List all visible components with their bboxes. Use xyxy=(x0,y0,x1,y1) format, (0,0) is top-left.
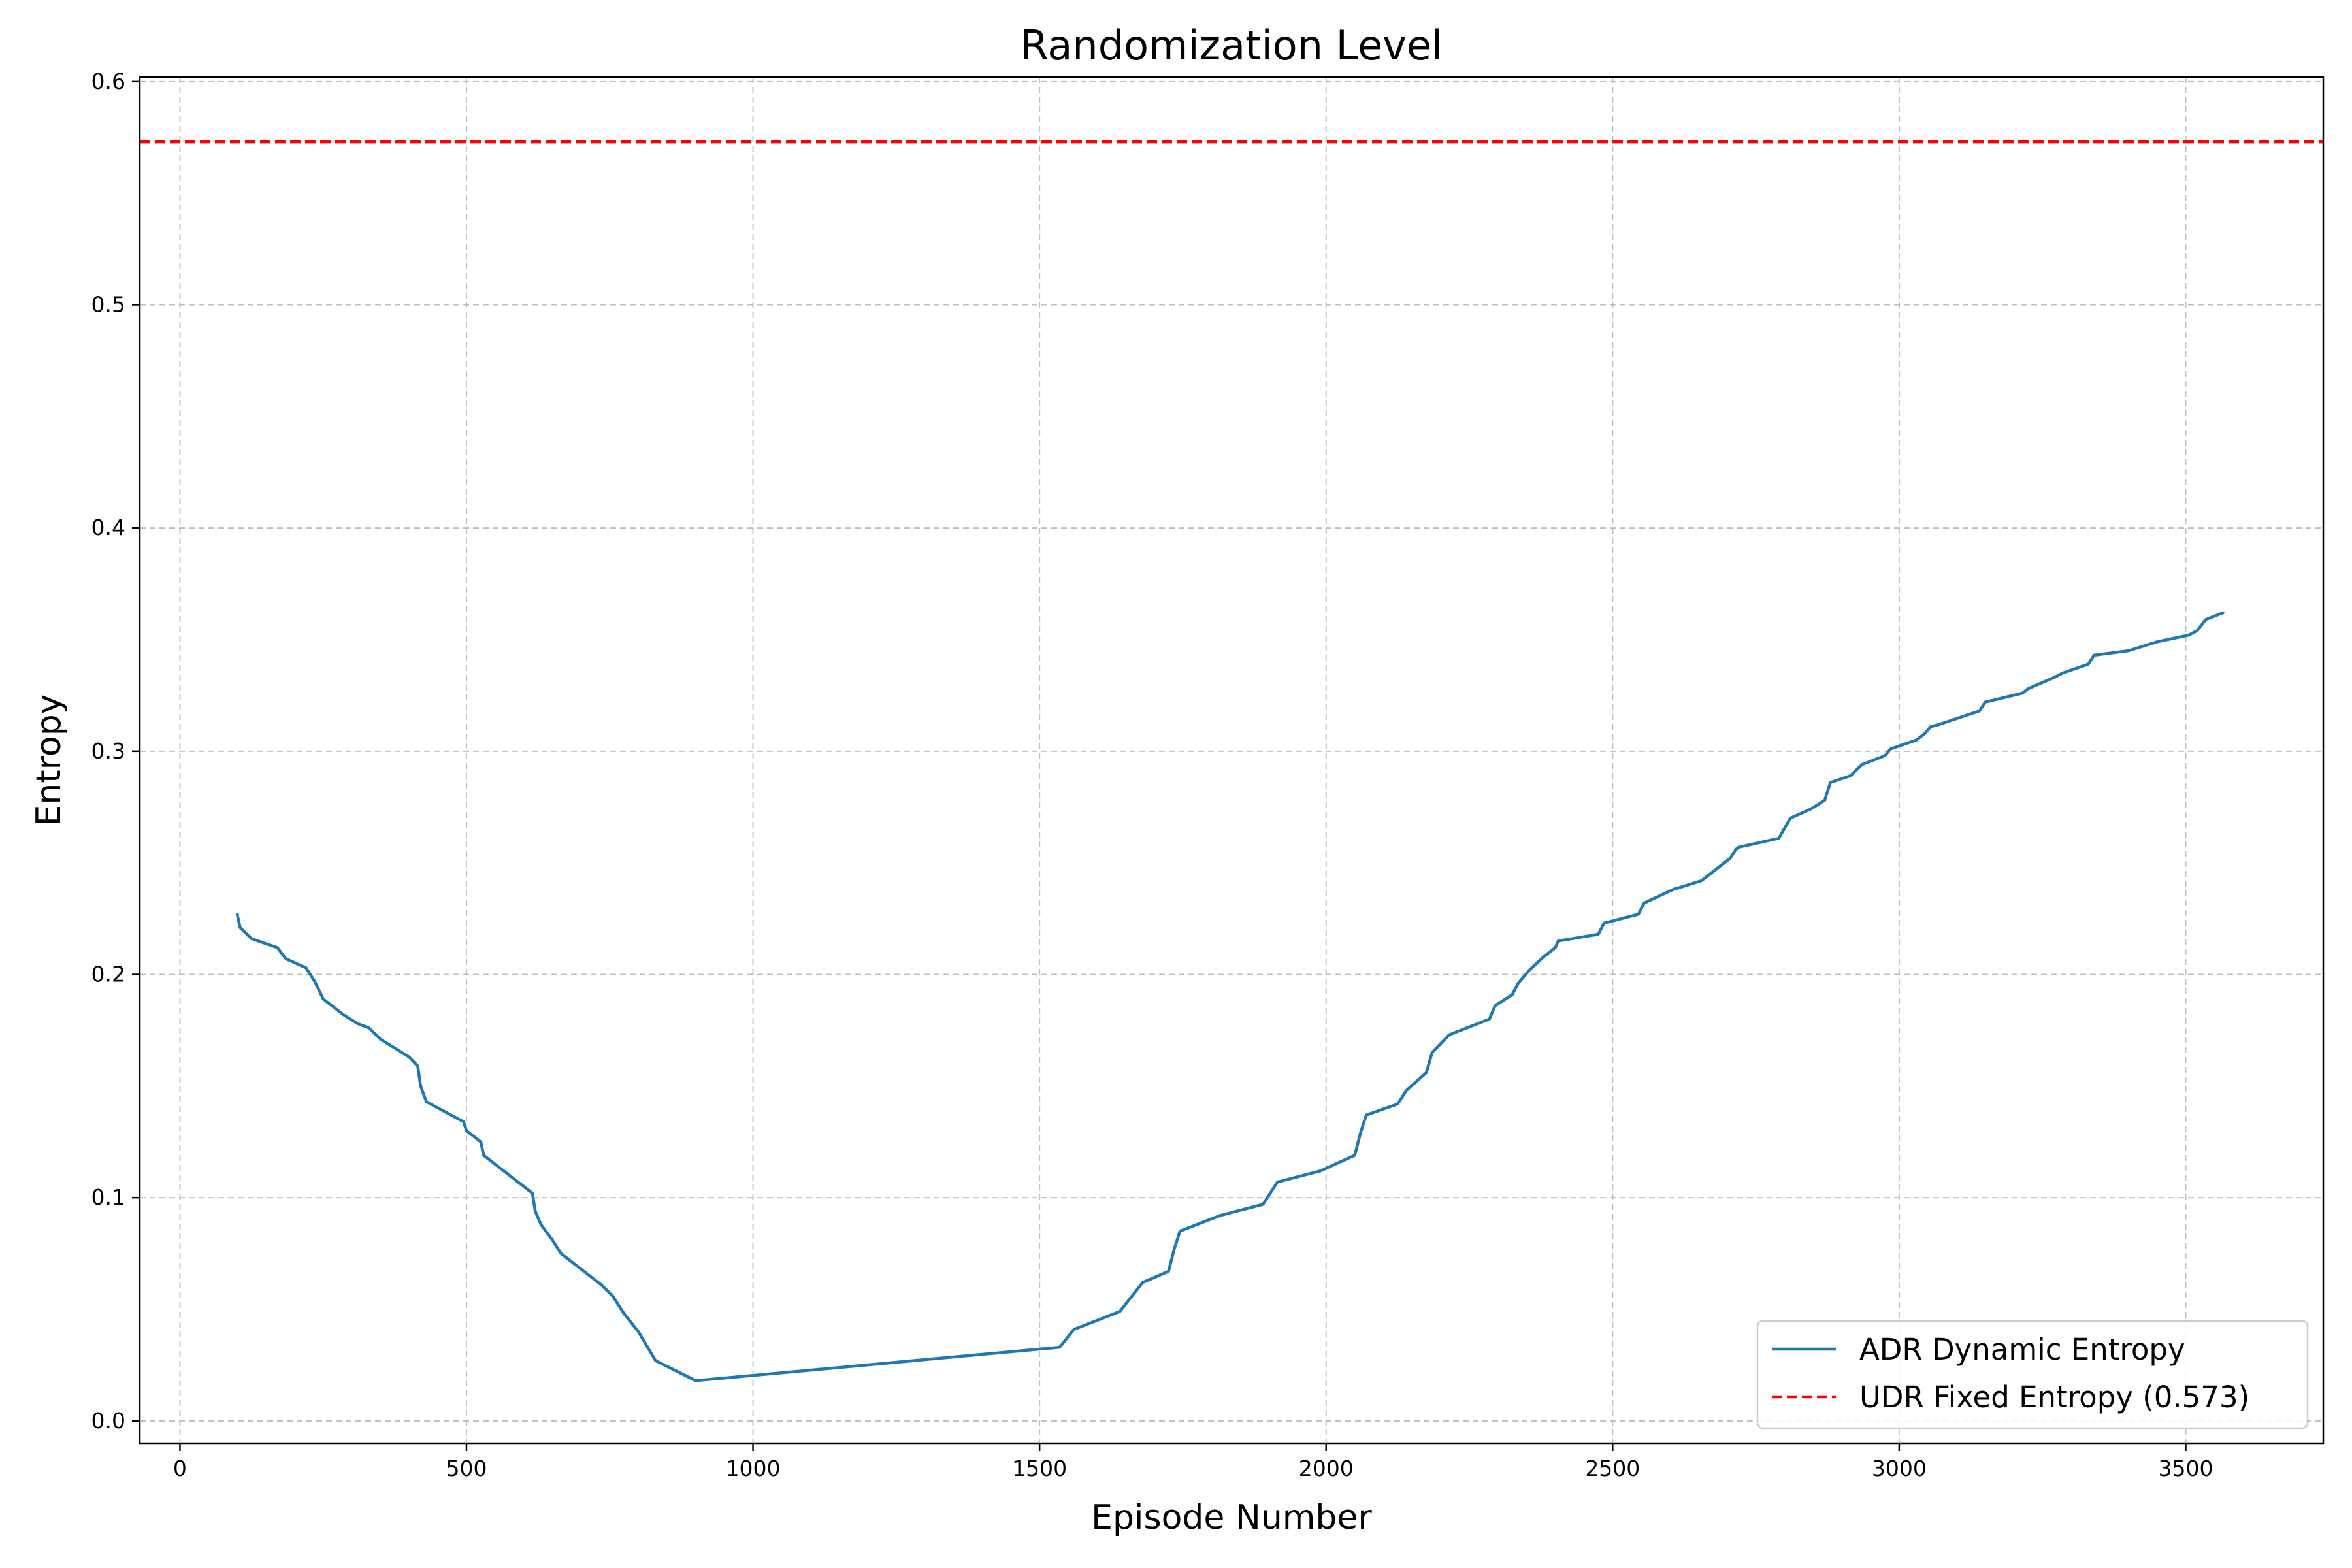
plot-frame xyxy=(139,76,2325,1445)
legend-label-adr: ADR Dynamic Entropy xyxy=(1859,1332,2185,1367)
y-tick-label: 0.6 xyxy=(91,69,125,94)
axis-ticks: 0 500 1000 1500 2000 2500 3000 3500 0.0 0.1 0.2 0.3… xyxy=(91,69,2213,1481)
y-tick-label: 0.5 xyxy=(91,292,125,318)
x-tick-label: 0 xyxy=(173,1456,187,1481)
series-layer xyxy=(140,140,2323,1382)
y-tick-label: 0.1 xyxy=(91,1184,125,1210)
grid xyxy=(140,77,2323,1443)
y-tick-label: 0.2 xyxy=(91,962,125,987)
series-line-adr-dynamic-entropy xyxy=(235,611,2225,1382)
chart-title: Randomization Level xyxy=(1021,22,1443,69)
x-tick-label: 3000 xyxy=(1872,1456,1927,1481)
y-tick-label: 0.3 xyxy=(91,738,125,764)
x-tick-label: 1000 xyxy=(726,1456,781,1481)
x-tick-label: 2000 xyxy=(1299,1456,1354,1481)
y-axis-title: Entropy xyxy=(29,694,69,826)
x-tick-label: 2500 xyxy=(1585,1456,1640,1481)
legend-box xyxy=(1756,1320,2309,1429)
legend: ADR Dynamic Entropy UDR Fixed Entropy (0… xyxy=(1756,1320,2309,1429)
x-tick-label: 3500 xyxy=(2158,1456,2213,1481)
y-tick-label: 0.4 xyxy=(91,515,125,540)
y-tick-label: 0.0 xyxy=(91,1408,125,1433)
x-tick-label: 1500 xyxy=(1012,1456,1067,1481)
x-axis-title: Episode Number xyxy=(1091,1498,1372,1537)
x-tick-label: 500 xyxy=(446,1456,487,1481)
legend-label-udr: UDR Fixed Entropy (0.573) xyxy=(1859,1380,2249,1414)
